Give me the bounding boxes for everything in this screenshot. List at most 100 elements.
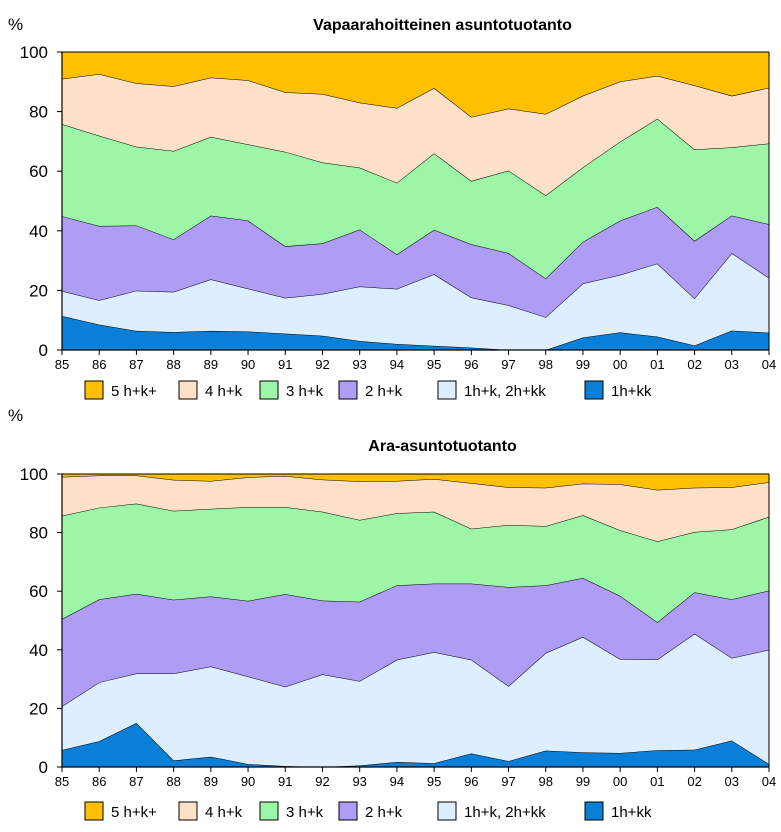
- y-axis-label: %: [8, 15, 23, 34]
- x-tick-label: 86: [92, 357, 106, 372]
- x-tick-label: 03: [725, 774, 739, 789]
- x-tick-label: 96: [464, 357, 478, 372]
- x-tick-label: 86: [92, 774, 106, 789]
- legend-label: 3 h+k: [286, 383, 324, 400]
- x-tick-label: 03: [725, 357, 739, 372]
- y-tick-label: 100: [20, 465, 48, 484]
- chart-title: Vapaarahoitteinen asuntotuotanto: [313, 17, 572, 34]
- x-tick-label: 04: [762, 357, 776, 372]
- legend-label: 3 h+k: [286, 804, 324, 821]
- x-tick-label: 90: [241, 774, 255, 789]
- x-tick-label: 02: [687, 357, 701, 372]
- area-layers: [61, 51, 770, 351]
- area-series-5-h-k-: [62, 52, 769, 117]
- y-tick-label: 0: [39, 341, 48, 360]
- x-tick-label: 00: [613, 357, 627, 372]
- y-tick-label: 0: [39, 758, 48, 777]
- legend-label: 2 h+k: [365, 383, 403, 400]
- x-tick-label: 97: [501, 357, 515, 372]
- legend-label: 5 h+k+: [111, 804, 157, 821]
- x-tick-label: 99: [576, 774, 590, 789]
- x-tick-label: 94: [390, 774, 404, 789]
- area-series-5-h-k-: [62, 474, 769, 490]
- area-series-4-h-k: [62, 475, 769, 542]
- x-tick-label: 95: [427, 357, 441, 372]
- legend-swatch: [338, 801, 358, 821]
- series-boundary-line: [61, 73, 770, 118]
- x-tick-label: 88: [166, 774, 180, 789]
- legend-label: 1h+kk: [611, 804, 652, 821]
- x-tick-label: 87: [129, 774, 143, 789]
- x-tick-label: 98: [539, 357, 553, 372]
- legend-swatch: [178, 380, 198, 400]
- x-tick-label: 95: [427, 774, 441, 789]
- legend-label: 5 h+k+: [111, 383, 157, 400]
- x-tick-label: 93: [352, 774, 366, 789]
- x-tick-label: 01: [650, 774, 664, 789]
- legend-swatch: [584, 380, 604, 400]
- legend-swatch: [259, 380, 279, 400]
- legend-label: 1h+kk: [611, 383, 652, 400]
- x-tick-label: 02: [687, 774, 701, 789]
- legend-swatch: [584, 801, 604, 821]
- x-tick-label: 88: [166, 357, 180, 372]
- legend-swatch: [84, 380, 104, 400]
- legend-swatch: [338, 380, 358, 400]
- legend-label: 4 h+k: [205, 804, 243, 821]
- legend-label: 1h+k, 2h+kk: [464, 383, 546, 400]
- area-series-3-h-k: [62, 503, 769, 623]
- chart-panel-1: Vapaarahoitteinen asuntotuotanto%0204060…: [8, 15, 776, 400]
- x-tick-label: 89: [204, 774, 218, 789]
- area-series-4-h-k: [62, 74, 769, 196]
- y-tick-label: 40: [29, 641, 48, 660]
- x-tick-label: 94: [390, 357, 404, 372]
- legend-label: 2 h+k: [365, 804, 403, 821]
- area-series-2-h-k: [62, 206, 769, 318]
- chart-title: Ara-asuntotuotanto: [368, 438, 517, 455]
- x-tick-label: 85: [55, 774, 69, 789]
- x-tick-label: 96: [464, 774, 478, 789]
- y-tick-label: 20: [29, 281, 48, 300]
- legend-swatch: [178, 801, 198, 821]
- x-tick-label: 85: [55, 357, 69, 372]
- x-tick-label: 92: [315, 357, 329, 372]
- legend-swatch: [437, 801, 457, 821]
- y-axis-label: %: [8, 406, 23, 425]
- legend-label: 4 h+k: [205, 383, 243, 400]
- y-tick-label: 60: [29, 162, 48, 181]
- y-tick-label: 80: [29, 524, 48, 543]
- area-series-1h-k-2h-kk: [62, 633, 769, 767]
- area-series-1h-k-2h-kk: [62, 253, 769, 350]
- legend-swatch: [259, 801, 279, 821]
- x-tick-label: 91: [278, 357, 292, 372]
- area-series-3-h-k: [62, 118, 769, 279]
- x-tick-label: 04: [762, 774, 776, 789]
- x-tick-label: 00: [613, 774, 627, 789]
- area-layers: [61, 473, 770, 768]
- x-tick-label: 99: [576, 357, 590, 372]
- x-tick-label: 87: [129, 357, 143, 372]
- x-tick-label: 90: [241, 357, 255, 372]
- area-series-1h-kk: [62, 316, 769, 350]
- x-tick-label: 93: [352, 357, 366, 372]
- x-tick-label: 98: [539, 774, 553, 789]
- y-tick-label: 100: [20, 43, 48, 62]
- x-tick-label: 97: [501, 774, 515, 789]
- x-tick-label: 92: [315, 774, 329, 789]
- legend-swatch: [84, 801, 104, 821]
- chart-legend: 5 h+k+ 4 h+k 3 h+k 2 h+k 1h+k, 2h+kk 1h+kk: [84, 801, 652, 821]
- legend-swatch: [437, 380, 457, 400]
- y-tick-label: 80: [29, 103, 48, 122]
- legend-label: 1h+k, 2h+kk: [464, 804, 546, 821]
- x-tick-label: 01: [650, 357, 664, 372]
- x-tick-label: 91: [278, 774, 292, 789]
- x-tick-label: 89: [204, 357, 218, 372]
- y-tick-label: 40: [29, 222, 48, 241]
- area-series-2-h-k: [62, 578, 769, 707]
- chart-legend: 5 h+k+ 4 h+k 3 h+k 2 h+k 1h+k, 2h+kk 1h+kk: [84, 380, 652, 400]
- y-tick-label: 20: [29, 699, 48, 718]
- y-tick-label: 60: [29, 582, 48, 601]
